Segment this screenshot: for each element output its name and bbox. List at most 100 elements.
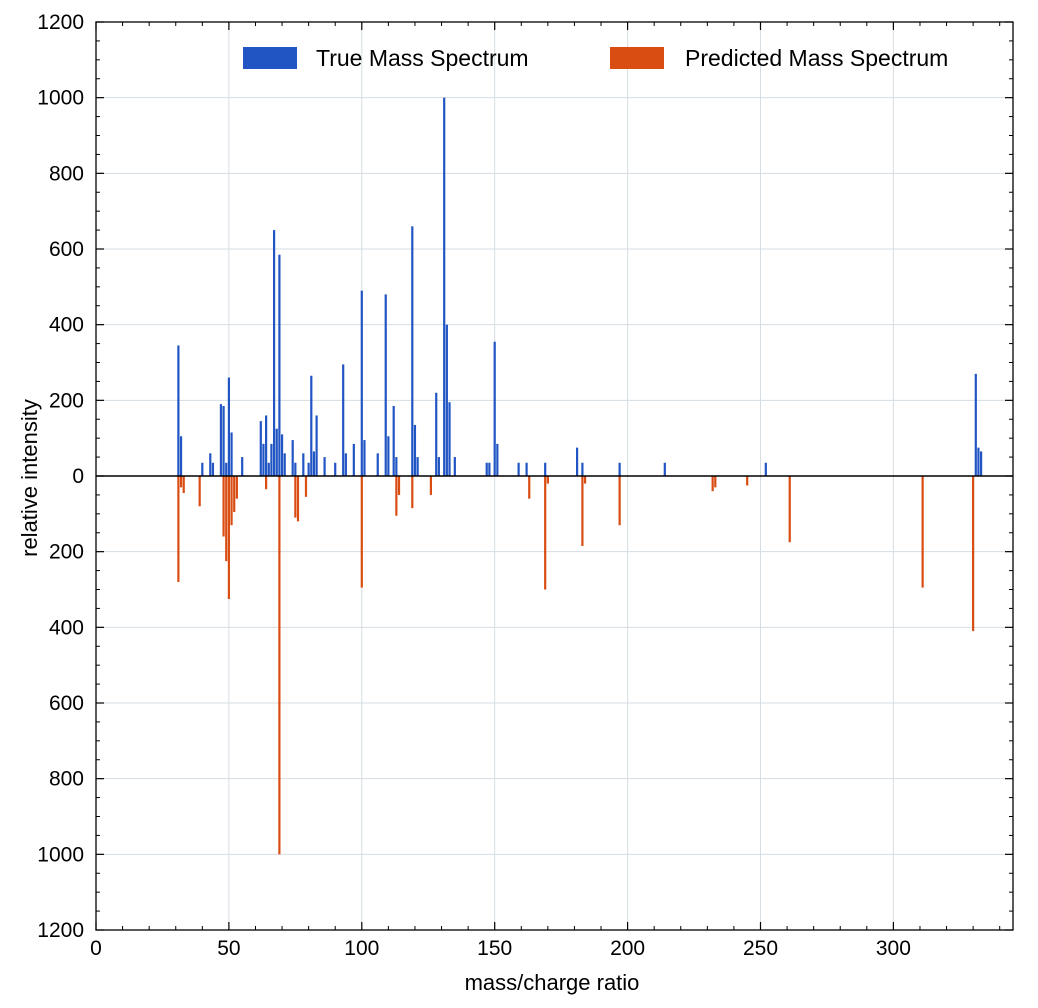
true-spectrum-bar — [395, 457, 398, 476]
legend-label-predicted: Predicted Mass Spectrum — [685, 45, 948, 71]
true-spectrum-bar — [416, 457, 419, 476]
true-spectrum-bar — [219, 404, 223, 476]
true-spectrum-bar — [241, 457, 244, 476]
y-tick-label: 1200 — [37, 919, 84, 942]
true-spectrum-bar — [278, 254, 281, 476]
true-spectrum-bar — [352, 443, 355, 476]
legend: True Mass Spectrum Predicted Mass Spectr… — [243, 45, 948, 71]
true-spectrum-bar — [259, 421, 262, 476]
x-tick-label: 250 — [743, 937, 778, 960]
true-spectrum-bar — [485, 462, 488, 476]
predicted-spectrum-bar — [714, 476, 717, 488]
predicted-spectrum-bar — [528, 476, 531, 499]
true-spectrum-bar — [437, 457, 440, 476]
x-tick-label: 300 — [876, 937, 911, 960]
x-tick-label: 100 — [344, 937, 379, 960]
true-spectrum-bar — [334, 462, 337, 476]
predicted-spectrum-bar — [618, 476, 621, 526]
true-spectrum-bar — [227, 377, 230, 476]
true-spectrum-bar — [265, 415, 268, 476]
predicted-spectrum-bar — [304, 476, 308, 497]
true-spectrum-bar — [201, 462, 204, 476]
y-tick-label: 400 — [49, 616, 84, 639]
predicted-spectrum-bar — [397, 476, 401, 495]
predicted-spectrum-bar — [230, 476, 233, 526]
true-spectrum-bar — [496, 443, 499, 476]
true-spectrum-bar — [977, 447, 980, 476]
true-spectrum-bar — [517, 462, 520, 476]
y-tick-label: 1200 — [37, 11, 84, 34]
true-spectrum-bar — [980, 451, 983, 476]
predicted-spectrum-bar — [360, 476, 363, 588]
predicted-spectrum-bar — [227, 476, 230, 599]
true-spectrum-bar — [262, 443, 265, 476]
true-spectrum-bar — [663, 462, 666, 476]
true-spectrum-bar — [307, 462, 310, 476]
true-spectrum-bar — [344, 453, 347, 476]
true-spectrum-bar — [222, 406, 225, 476]
true-spectrum-bar — [209, 453, 212, 476]
true-spectrum-bar — [392, 406, 395, 476]
true-spectrum-bar — [493, 341, 496, 476]
true-spectrum-bar — [225, 462, 228, 476]
predicted-spectrum-bar — [746, 476, 749, 486]
predicted-spectrum-bar — [182, 476, 185, 494]
true-spectrum-bar — [315, 415, 318, 476]
true-spectrum-bar — [445, 324, 448, 476]
predicted-spectrum-bar — [581, 476, 584, 546]
predicted-spectrum-bar — [233, 476, 236, 512]
predicted-spectrum-bar — [179, 476, 183, 488]
predicted-spectrum-bar — [395, 476, 398, 516]
true-spectrum-bar — [618, 462, 621, 476]
true-spectrum-bar — [310, 375, 313, 476]
true-spectrum-bar — [974, 373, 977, 476]
y-tick-label: 1000 — [37, 843, 84, 866]
predicted-spectrum-bar — [546, 476, 549, 484]
y-tick-label: 800 — [49, 162, 84, 185]
predicted-spectrum-bar — [788, 476, 791, 543]
true-spectrum-bar — [575, 447, 579, 476]
axes-layer — [95, 21, 1014, 931]
predicted-spectrum-bar — [711, 476, 714, 492]
y-tick-label: 0 — [72, 465, 84, 488]
x-tick-label: 200 — [610, 937, 645, 960]
true-spectrum-bar — [443, 97, 446, 477]
y-tick-label: 200 — [49, 541, 84, 564]
true-spectrum-bar — [376, 453, 379, 476]
ticks-layer: 0 50 100 150 200 250 300 1200 1000 800 600 400 200 0 2… — [37, 11, 1013, 960]
true-spectrum-bar — [488, 462, 491, 476]
true-spectrum-bar — [302, 453, 305, 476]
true-spectrum-bar — [272, 230, 276, 476]
predicted-spectrum-bar — [225, 476, 228, 562]
y-axis-label: relative intensity — [17, 399, 42, 557]
true-spectrum-bar — [211, 462, 215, 476]
true-spectrum-bar — [291, 440, 294, 476]
legend-swatch-predicted — [610, 47, 664, 69]
predicted-spectrum-bar — [544, 476, 547, 590]
predicted-spectrum-bar — [177, 476, 180, 582]
true-spectrum-bar — [275, 428, 278, 476]
true-spectrum-bar — [448, 402, 451, 476]
true-spectrum-bar — [387, 436, 390, 476]
true-spectrum-bar — [179, 436, 183, 476]
legend-label-true: True Mass Spectrum — [316, 45, 529, 71]
predicted-spectrum-bar — [265, 476, 268, 490]
true-spectrum-bar — [270, 443, 273, 476]
predicted-spectrum-bar — [198, 476, 201, 507]
x-tick-label: 150 — [477, 937, 512, 960]
predicted-spectrum-bar — [222, 476, 225, 537]
true-spectrum-bar — [544, 462, 547, 476]
true-spectrum-bar — [581, 462, 584, 476]
true-spectrum-bar — [323, 457, 326, 476]
predicted-spectrum-bar — [583, 476, 587, 484]
true-spectrum-bar — [312, 451, 316, 476]
predicted-spectrum-bar — [411, 476, 414, 509]
predicted-spectrum-bar — [294, 476, 297, 518]
true-spectrum-bar — [453, 457, 456, 476]
predicted-spectrum-bar — [429, 476, 433, 495]
true-spectrum-bar — [435, 392, 438, 476]
true-spectrum-bar — [360, 290, 363, 476]
predicted-spectrum-bar — [296, 476, 300, 522]
